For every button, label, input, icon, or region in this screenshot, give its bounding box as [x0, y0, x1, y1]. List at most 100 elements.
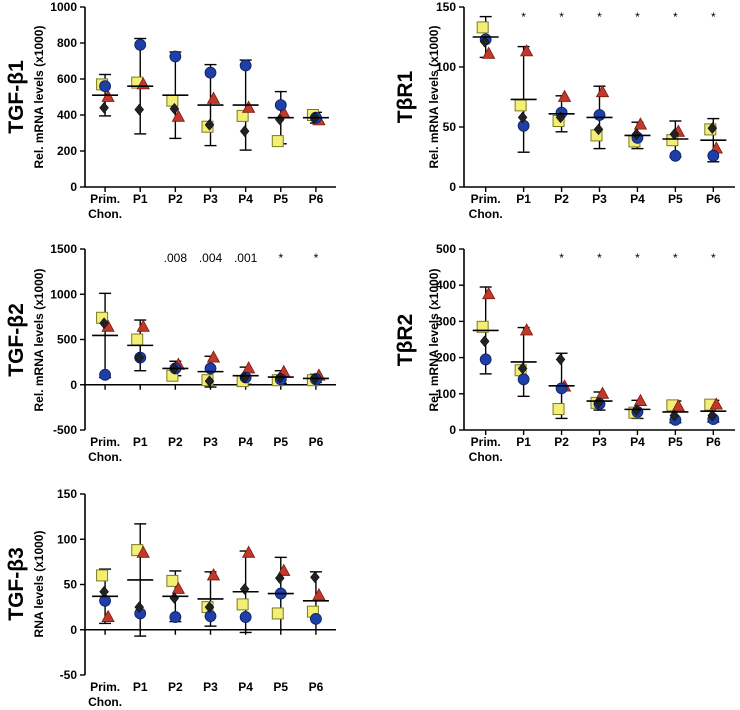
data-point-triangle — [241, 545, 256, 558]
data-point-circle — [169, 50, 182, 63]
significance-annotation: .001 — [234, 251, 258, 265]
panel-tgfb1: TGF-β1 Rel. mRNA levels (x1000) 0 200 400 600… — [5, 0, 336, 221]
y-tick-label: 0 — [449, 423, 456, 437]
data-point-square — [166, 574, 179, 587]
y-tick-label: 1500 — [50, 242, 77, 256]
category-label: P6 — [309, 192, 324, 206]
category-label: P5 — [273, 192, 288, 206]
y-tick-label: 100 — [57, 532, 77, 546]
data-point-circle — [204, 610, 217, 623]
data-point-triangle — [519, 44, 534, 57]
panel-tbr1: TβR1 Rel. mRNA levels (x1000) 0 50 100 150 Pri… — [394, 0, 735, 221]
y-axis-label: Rel. mRNA levels (x1000) — [32, 269, 46, 412]
category-label: P3 — [592, 435, 607, 449]
data-point-diamond — [204, 375, 215, 388]
y-tick-label: 150 — [436, 0, 456, 14]
data-point-diamond — [99, 585, 109, 598]
data-point-circle — [169, 611, 182, 623]
data-point-square — [476, 21, 489, 34]
data-point-square — [236, 109, 249, 122]
data-point-square — [131, 333, 144, 346]
category-label: P1 — [516, 435, 531, 449]
data-point-circle — [593, 109, 606, 121]
data-point-diamond — [169, 592, 180, 604]
data-point-triangle — [633, 393, 648, 406]
y-tick-label: 0 — [449, 180, 456, 194]
category-label: P2 — [168, 192, 183, 206]
significance-annotation: * — [597, 251, 602, 265]
y-tick-label: 400 — [57, 108, 77, 122]
data-point-diamond — [555, 111, 566, 124]
category-label: P2 — [554, 435, 569, 449]
y-tick-label: 600 — [57, 72, 77, 86]
y-axis-label: Rel. mRNA levels (x1000) — [32, 26, 46, 169]
gene-label: TβR2 — [394, 314, 417, 367]
category-label: P5 — [668, 435, 683, 449]
y-tick-label: -500 — [53, 423, 77, 437]
category-label: P6 — [309, 435, 324, 449]
data-point-triangle — [136, 545, 150, 558]
category-label: P3 — [203, 192, 218, 206]
y-tick-label: 1000 — [50, 0, 77, 14]
y-tick-label: 0 — [70, 378, 77, 392]
data-point-diamond — [479, 35, 490, 48]
data-point-diamond — [204, 601, 215, 614]
data-point-circle — [669, 149, 682, 162]
y-tick-label: 200 — [57, 144, 77, 158]
data-point-diamond — [134, 103, 145, 116]
data-point-diamond — [479, 335, 490, 348]
y-tick-label: 100 — [436, 387, 456, 401]
data-point-diamond — [99, 101, 109, 114]
category-label: P3 — [203, 435, 218, 449]
significance-annotation: * — [521, 10, 526, 24]
significance-annotation: * — [314, 251, 319, 265]
y-tick-label: 400 — [436, 278, 456, 292]
significance-annotation: .004 — [199, 251, 223, 265]
data-point-diamond — [204, 119, 215, 131]
category-label: Prim. Chon. — [88, 680, 122, 709]
gene-label: TβR1 — [394, 70, 417, 123]
data-point-triangle — [595, 84, 610, 98]
y-tick-label: 1000 — [50, 287, 77, 301]
category-label: P4 — [238, 435, 253, 449]
data-point-square — [271, 135, 284, 148]
data-point-diamond — [239, 125, 250, 138]
significance-annotation: * — [673, 251, 678, 265]
y-tick-label: 0 — [70, 623, 77, 637]
category-label: Prim. Chon. — [88, 435, 122, 464]
significance-annotation: * — [559, 251, 564, 265]
y-tick-label: -50 — [60, 668, 78, 682]
data-point-triangle — [482, 46, 496, 59]
y-tick-label: 50 — [443, 120, 457, 134]
category-label: P2 — [168, 680, 183, 694]
data-point-diamond — [274, 572, 285, 585]
significance-annotation: * — [635, 10, 640, 24]
data-point-triangle — [206, 568, 221, 581]
data-point-circle — [99, 368, 111, 381]
data-point-diamond — [134, 601, 145, 614]
data-point-triangle — [671, 399, 686, 412]
data-point-triangle — [482, 286, 496, 300]
y-tick-label: 100 — [436, 60, 456, 74]
category-label: Prim. Chon. — [469, 435, 503, 464]
gene-label: TGF-β2 — [5, 303, 28, 376]
significance-annotation: * — [597, 10, 602, 24]
data-point-triangle — [557, 89, 572, 102]
data-point-diamond — [707, 409, 718, 422]
data-point-triangle — [595, 386, 610, 399]
category-label: P5 — [668, 192, 683, 206]
panel-tgfb2: TGF-β2 Rel. mRNA levels (x1000) -500 0 500 10… — [5, 242, 336, 464]
data-point-circle — [99, 80, 111, 93]
category-label: P2 — [554, 192, 569, 206]
data-point-square — [96, 569, 109, 582]
y-tick-label: 500 — [57, 333, 77, 347]
data-point-diamond — [517, 362, 528, 375]
data-point-diamond — [593, 123, 604, 136]
y-tick-label: 200 — [436, 351, 456, 365]
y-tick-label: 800 — [57, 36, 77, 50]
significance-annotation: .008 — [164, 251, 188, 265]
data-point-triangle — [206, 91, 221, 104]
category-label: P4 — [238, 680, 253, 694]
data-point-circle — [555, 382, 568, 395]
